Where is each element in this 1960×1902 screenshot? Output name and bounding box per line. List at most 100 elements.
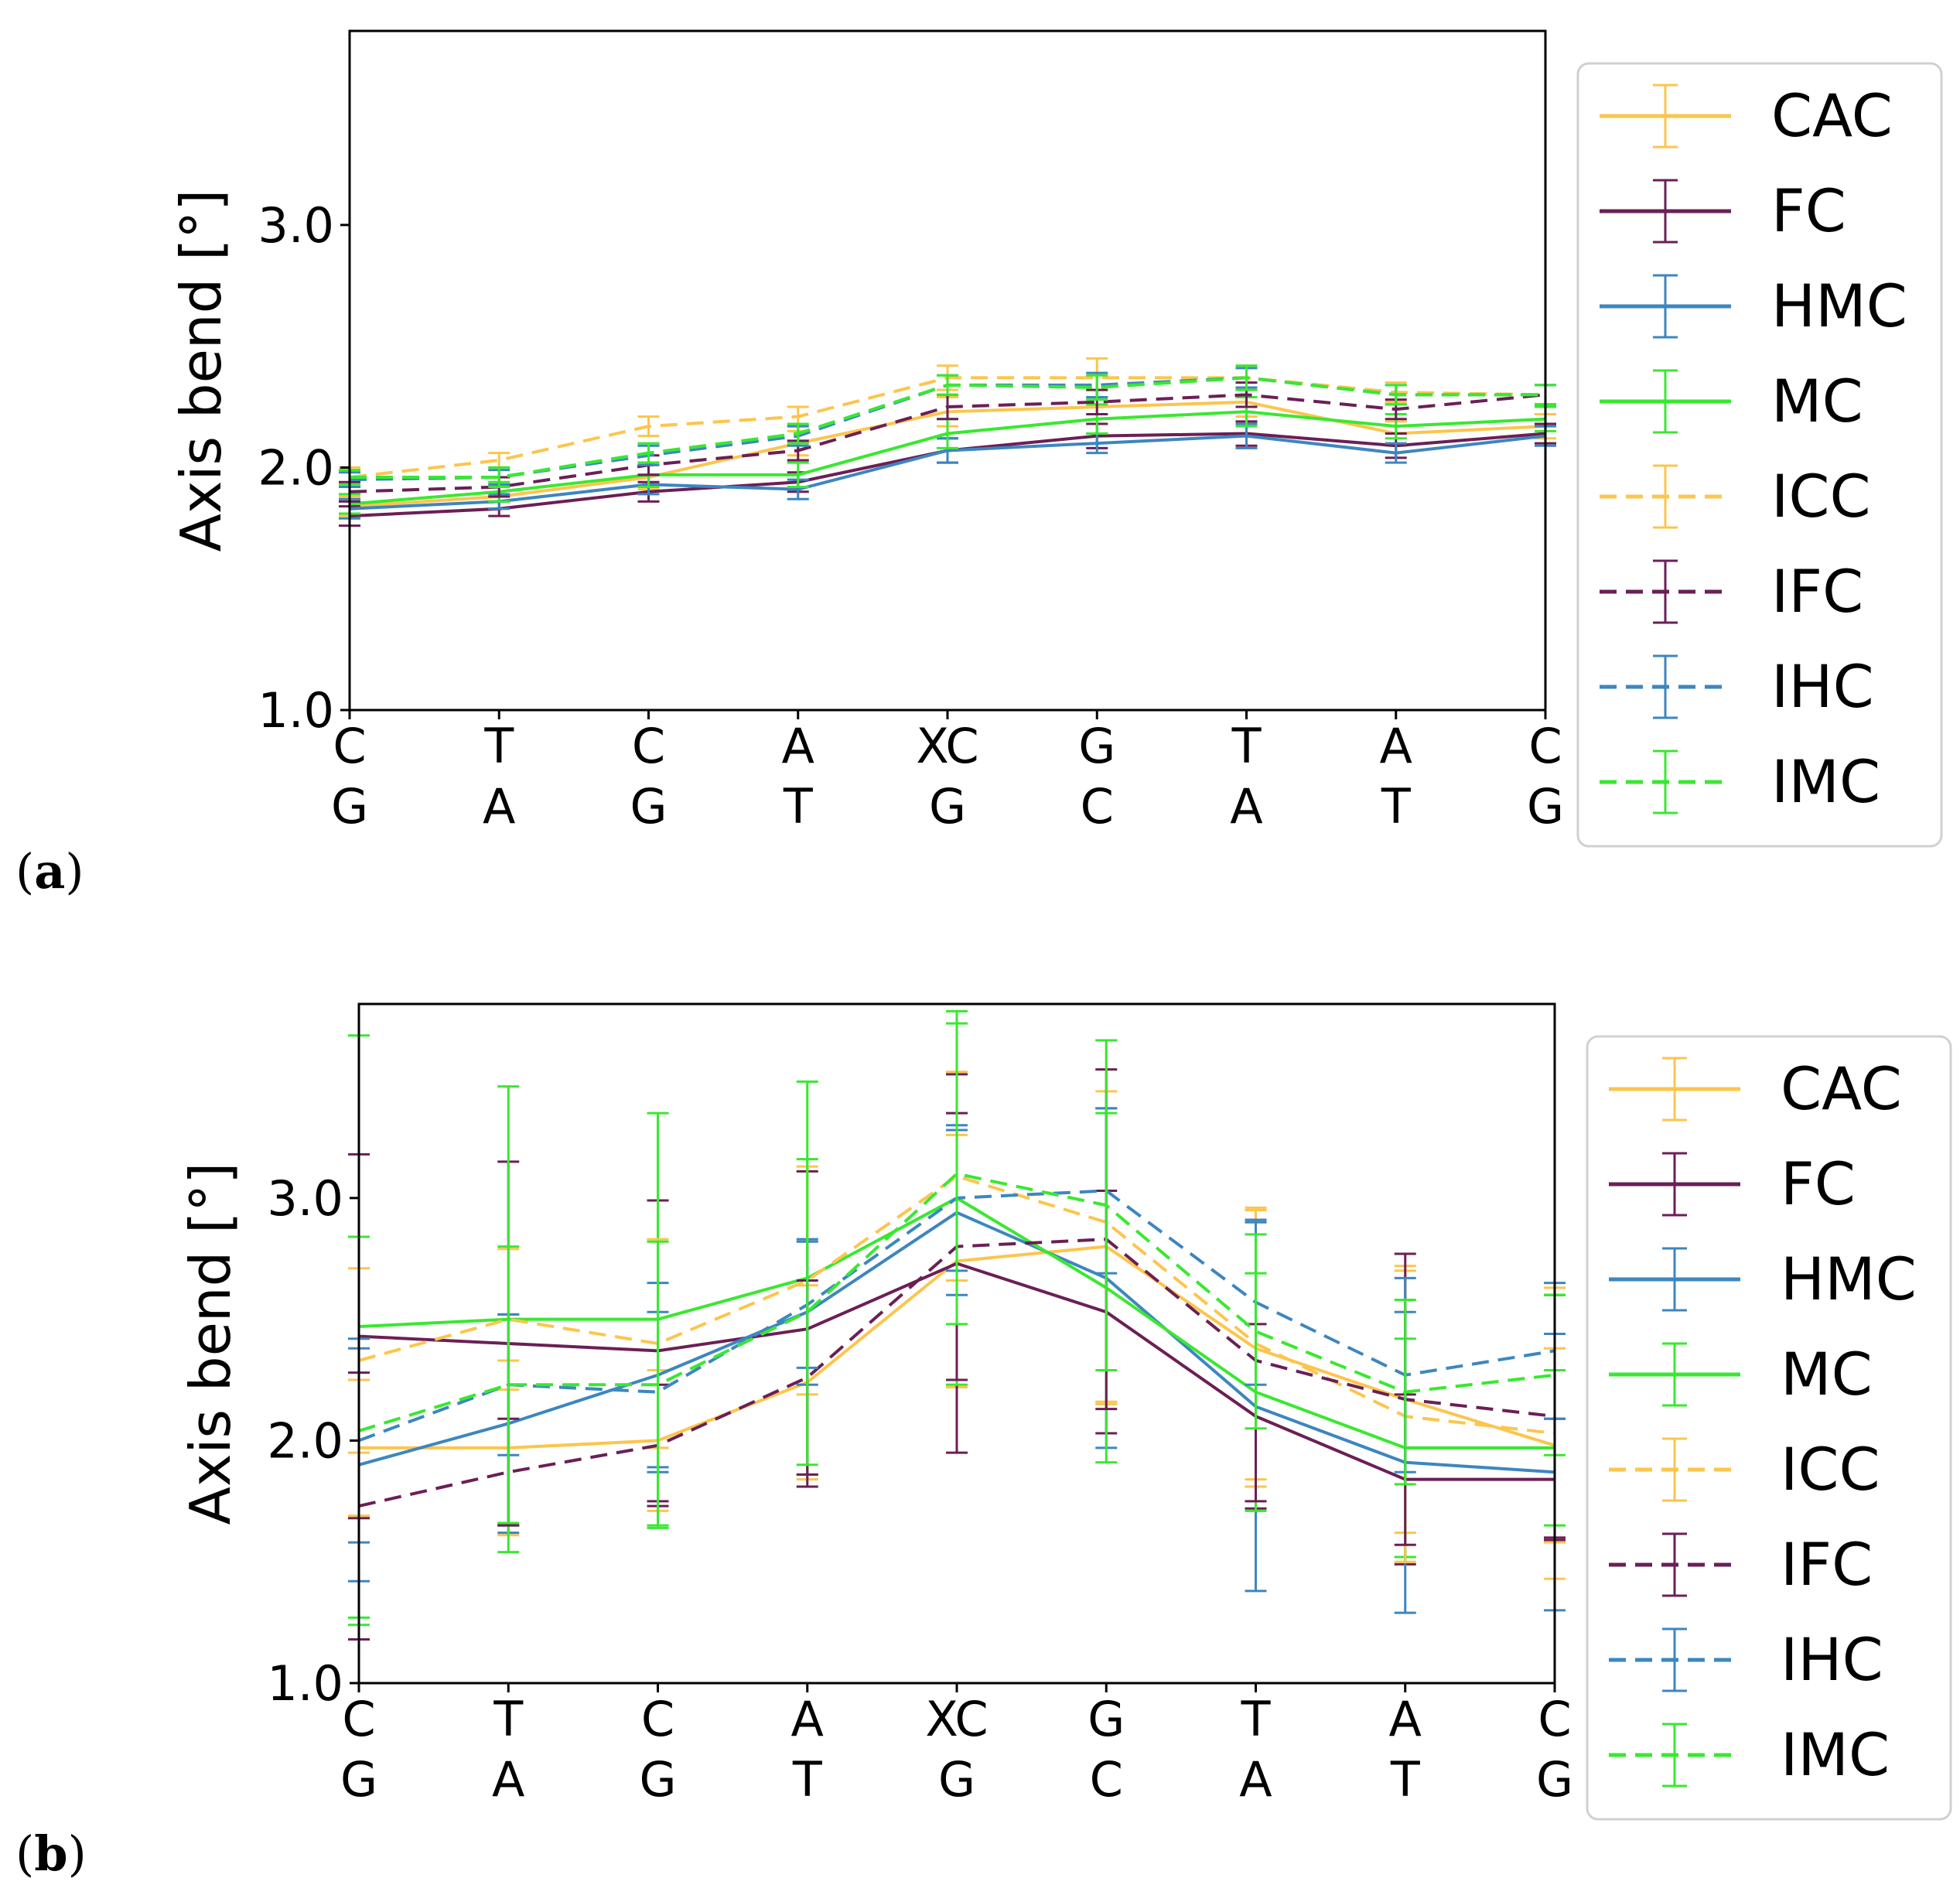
legend-label: IMC bbox=[1771, 747, 1880, 816]
legend-label: ICC bbox=[1781, 1435, 1880, 1504]
y-axis-b: 1.0 2.0 3.0 bbox=[267, 1170, 359, 1712]
x-tick-label-bottom: G bbox=[340, 1751, 377, 1808]
x-tick-label-top: C bbox=[641, 1691, 674, 1747]
panel-label-b: (b) bbox=[15, 1825, 87, 1882]
x-tick-label-bottom: G bbox=[1536, 1751, 1573, 1808]
legend-label: IMC bbox=[1781, 1720, 1890, 1789]
legend-entry-mc: MC bbox=[1600, 367, 1863, 435]
x-tick-label-bottom: G bbox=[630, 778, 667, 835]
legend-entry-hmc: HMC bbox=[1600, 271, 1907, 340]
x-tick-label-top: T bbox=[1241, 1691, 1272, 1747]
error-bar bbox=[488, 466, 510, 489]
legend-entry-mc: MC bbox=[1609, 1340, 1873, 1409]
x-tick-label-top: T bbox=[483, 718, 514, 774]
legend-label: IFC bbox=[1781, 1530, 1873, 1599]
panel-label-a: (a) bbox=[15, 843, 84, 900]
legend-entry-imc: IMC bbox=[1609, 1720, 1890, 1789]
y-axis-a: 1.0 2.0 3.0 bbox=[258, 197, 350, 739]
x-tick-label-bottom: A bbox=[1239, 1751, 1272, 1808]
legend-entry-ihc: IHC bbox=[1609, 1625, 1883, 1694]
series-line bbox=[349, 393, 1546, 493]
x-tick-label-bottom: A bbox=[1230, 778, 1262, 835]
legend-label: IFC bbox=[1771, 557, 1863, 626]
legend-b: CAC FC HMC MC ICC IFC IHC IMC bbox=[1586, 1035, 1952, 1821]
error-bar bbox=[796, 1158, 818, 1467]
x-tick-label-bottom: G bbox=[639, 1751, 676, 1808]
legend-entry-ifc: IFC bbox=[1600, 557, 1863, 626]
legend-entry-cac: CAC bbox=[1609, 1054, 1902, 1123]
legend-entry-icc: ICC bbox=[1609, 1435, 1880, 1504]
y-tick-label: 2.0 bbox=[267, 1412, 343, 1469]
x-tick-label-top: A bbox=[1380, 718, 1412, 774]
legend-entry-icc: ICC bbox=[1600, 462, 1871, 531]
legend-label: CAC bbox=[1781, 1054, 1902, 1123]
legend-label: FC bbox=[1781, 1149, 1856, 1218]
legend-entry-cac: CAC bbox=[1600, 81, 1893, 150]
x-tick-label-bottom: T bbox=[1381, 778, 1412, 835]
x-tick-label-top: C bbox=[1538, 1691, 1571, 1747]
y-tick-label: 2.0 bbox=[258, 439, 334, 496]
error-bar bbox=[1086, 374, 1108, 401]
y-tick-label: 1.0 bbox=[267, 1655, 343, 1712]
x-tick-label-top: XC bbox=[925, 1691, 988, 1747]
x-tick-label-top: C bbox=[632, 718, 665, 774]
x-tick-label-bottom: T bbox=[1390, 1751, 1421, 1808]
legend-entry-ihc: IHC bbox=[1600, 652, 1874, 721]
x-tick-label-top: T bbox=[493, 1691, 524, 1747]
legend-label: IHC bbox=[1781, 1625, 1883, 1694]
y-axis-title-b: Axis bend [°] bbox=[178, 1163, 243, 1525]
series-line bbox=[350, 376, 1545, 479]
x-tick-label-top: G bbox=[1088, 1691, 1125, 1747]
y-tick-label: 3.0 bbox=[258, 197, 334, 254]
legend-entry-imc: IMC bbox=[1600, 747, 1880, 816]
y-axis-title-a: Axis bend [°] bbox=[169, 190, 234, 552]
x-tick-label-bottom: A bbox=[483, 778, 515, 835]
error-bar bbox=[1245, 1233, 1267, 1430]
legend-entry-ifc: IFC bbox=[1609, 1530, 1873, 1599]
legend-entry-fc: FC bbox=[1609, 1149, 1856, 1218]
series-layer bbox=[339, 357, 1556, 528]
error-bar bbox=[946, 1022, 968, 1326]
series-line bbox=[358, 1172, 1555, 1432]
x-tick-label-bottom: G bbox=[929, 778, 966, 835]
series-line bbox=[349, 434, 1546, 511]
x-tick-label-top: C bbox=[333, 718, 366, 774]
y-tick-label: 1.0 bbox=[258, 682, 334, 739]
series-line bbox=[358, 1174, 1555, 1436]
y-tick-label: 3.0 bbox=[267, 1170, 343, 1227]
x-tick-label-bottom: C bbox=[1081, 778, 1114, 835]
x-tick-label-bottom: G bbox=[1527, 778, 1564, 835]
x-tick-label-top: A bbox=[791, 1691, 824, 1747]
x-tick-label-top: C bbox=[342, 1691, 375, 1747]
legend-entry-fc: FC bbox=[1600, 176, 1846, 245]
x-tick-label-bottom: C bbox=[1090, 1751, 1123, 1808]
series-line bbox=[349, 410, 1546, 506]
legend-label: ICC bbox=[1771, 462, 1871, 531]
legend-label: MC bbox=[1781, 1340, 1873, 1409]
x-tick-label-top: G bbox=[1078, 718, 1115, 774]
error-bar bbox=[497, 1245, 520, 1525]
x-tick-label-bottom: G bbox=[938, 1751, 975, 1808]
legend-a: CAC FC HMC MC ICC IFC IHC IMC bbox=[1576, 62, 1943, 848]
legend-entry-hmc: HMC bbox=[1609, 1245, 1917, 1313]
legend-label: CAC bbox=[1771, 81, 1893, 150]
series-imc bbox=[339, 364, 1556, 489]
legend-frame bbox=[1586, 1035, 1952, 1821]
x-tick-label-bottom: T bbox=[783, 778, 814, 835]
legend-label: MC bbox=[1771, 367, 1863, 435]
legend-label: FC bbox=[1771, 176, 1846, 245]
legend-frame bbox=[1576, 62, 1943, 848]
x-tick-label-top: XC bbox=[916, 718, 978, 774]
x-tick-label-top: C bbox=[1528, 718, 1562, 774]
x-tick-label-bottom: A bbox=[492, 1751, 524, 1808]
legend-label: HMC bbox=[1771, 271, 1907, 340]
legend-label: HMC bbox=[1781, 1245, 1917, 1313]
x-tick-label-top: A bbox=[782, 718, 814, 774]
x-tick-label-top: T bbox=[1231, 718, 1262, 774]
x-tick-label-bottom: T bbox=[792, 1751, 823, 1808]
